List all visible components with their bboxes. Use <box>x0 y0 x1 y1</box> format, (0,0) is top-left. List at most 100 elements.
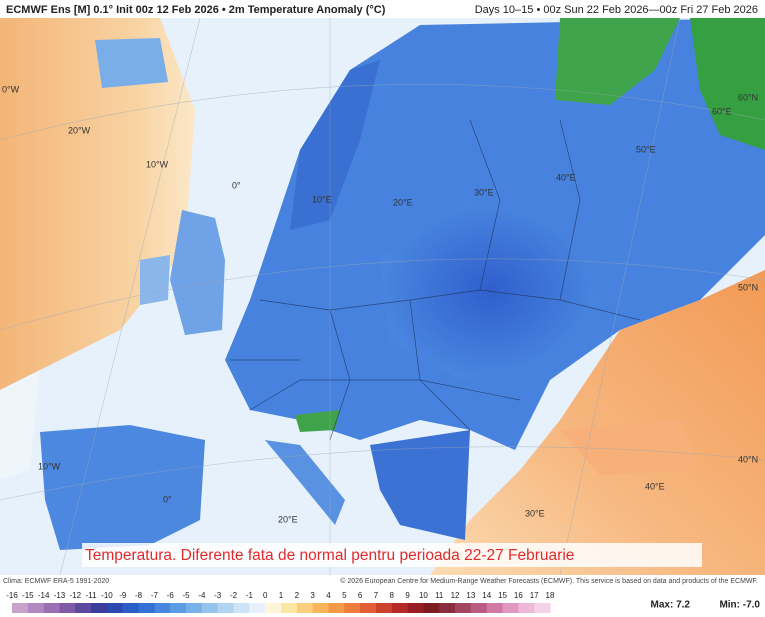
legend-tick: 4 <box>326 591 331 600</box>
legend-swatch <box>91 603 108 613</box>
map-label: 10°E <box>312 194 332 204</box>
legend-tick: 15 <box>498 591 507 600</box>
legend-tick: -14 <box>38 591 50 600</box>
legend-swatch <box>265 603 282 613</box>
map-label: 10°W <box>38 461 61 471</box>
legend-tick: 14 <box>482 591 491 600</box>
legend-swatch <box>502 603 519 613</box>
legend-swatch <box>122 603 140 613</box>
legend-swatch <box>375 603 393 613</box>
legend-swatch <box>407 603 424 613</box>
caption: Temperatura. Diferente fata de normal pe… <box>85 547 574 564</box>
balkans <box>370 430 470 540</box>
legend-tick: 12 <box>451 591 460 600</box>
map-label: 60°E <box>712 106 732 116</box>
legend-swatch <box>344 603 361 613</box>
legend-tick: 6 <box>358 591 363 600</box>
legend-tick: -13 <box>54 591 66 600</box>
map-label: 40°E <box>556 172 576 182</box>
map-label: 0° <box>232 180 241 190</box>
ireland <box>140 255 170 305</box>
legend-swatch <box>186 603 203 613</box>
map-label: 10°W <box>146 159 169 169</box>
stat-min: Min: -7.0 <box>719 600 760 611</box>
legend-swatch <box>217 603 235 613</box>
legend-swatch <box>486 603 504 613</box>
britain <box>170 210 225 335</box>
legend-tick: 0 <box>263 591 268 600</box>
map-label: 60°N <box>738 92 758 102</box>
legend-swatch <box>470 603 488 613</box>
legend-tick: 13 <box>466 591 475 600</box>
southeast-warm <box>430 270 765 575</box>
scandinavia <box>290 60 380 230</box>
map-label: 50°E <box>636 144 656 154</box>
legend-swatch <box>534 603 551 613</box>
legend-swatch <box>391 603 409 613</box>
map-label: 20°E <box>393 197 413 207</box>
map <box>0 17 765 576</box>
iceland <box>95 38 168 88</box>
green-east <box>690 18 765 150</box>
legend-tick: 16 <box>514 591 523 600</box>
italy <box>265 440 345 525</box>
legend-swatch <box>439 603 456 613</box>
header-left: ECMWF Ens [M] 0.1° Init 00z 12 Feb 2026 … <box>6 4 386 16</box>
sea-pale <box>0 370 40 480</box>
legend-swatch <box>312 603 329 613</box>
legend-tick: 5 <box>342 591 347 600</box>
legend-swatch <box>249 603 266 613</box>
map-label: 30°E <box>525 508 545 518</box>
iberia <box>40 425 205 550</box>
legend-swatch <box>27 603 45 613</box>
cold-core <box>380 200 600 380</box>
green-north <box>555 18 680 105</box>
legend-swatch <box>423 603 440 613</box>
legend-swatch <box>75 603 92 613</box>
legend-tick: 3 <box>310 591 315 600</box>
footer-right: © 2026 European Centre for Medium-Range … <box>340 577 758 585</box>
map-label: 0°W <box>2 84 20 94</box>
legend-tick: -16 <box>6 591 18 600</box>
map-label: 40°E <box>645 481 665 491</box>
legend-swatch <box>455 603 472 613</box>
legend-swatch <box>12 603 29 613</box>
legend-tick: -6 <box>167 591 175 600</box>
map-label: 20°E <box>278 514 298 524</box>
legend-tick: 18 <box>546 591 555 600</box>
legend-tick: -5 <box>182 591 190 600</box>
legend-tick: -9 <box>119 591 127 600</box>
legend-tick: -8 <box>135 591 143 600</box>
legend-tick: 9 <box>405 591 410 600</box>
legend-swatch <box>170 603 187 613</box>
legend-tick: -7 <box>151 591 159 600</box>
legend-tick: -12 <box>70 591 82 600</box>
stat-max: Max: 7.2 <box>651 600 691 611</box>
legend-swatch <box>360 603 377 613</box>
header-right: Days 10–15 • 00z Sun 22 Feb 2026—00z Fri… <box>475 4 758 16</box>
map-label: 0° <box>163 494 172 504</box>
legend-tick: 2 <box>295 591 300 600</box>
legend-swatch <box>328 603 345 613</box>
black-sea <box>560 420 700 475</box>
legend-swatch <box>138 603 155 613</box>
borders <box>230 119 641 441</box>
alps-green <box>295 410 340 432</box>
legend-tick: -4 <box>198 591 206 600</box>
legend-tick: -3 <box>214 591 222 600</box>
legend-swatch <box>233 603 250 613</box>
legend-swatch <box>43 603 60 613</box>
legend-swatch <box>59 603 76 613</box>
legend-swatch <box>154 603 171 613</box>
legend-swatch <box>201 603 219 613</box>
legend-tick: -11 <box>86 591 98 600</box>
legend-tick: 10 <box>419 591 428 600</box>
legend-tick: -1 <box>246 591 254 600</box>
legend-tick: 7 <box>374 591 379 600</box>
footer-left: Clima: ECMWF ERA-5 1991-2020 <box>3 578 109 585</box>
legend-tick: -10 <box>101 591 113 600</box>
map-label: 50°N <box>738 282 758 292</box>
graticule <box>0 17 765 576</box>
